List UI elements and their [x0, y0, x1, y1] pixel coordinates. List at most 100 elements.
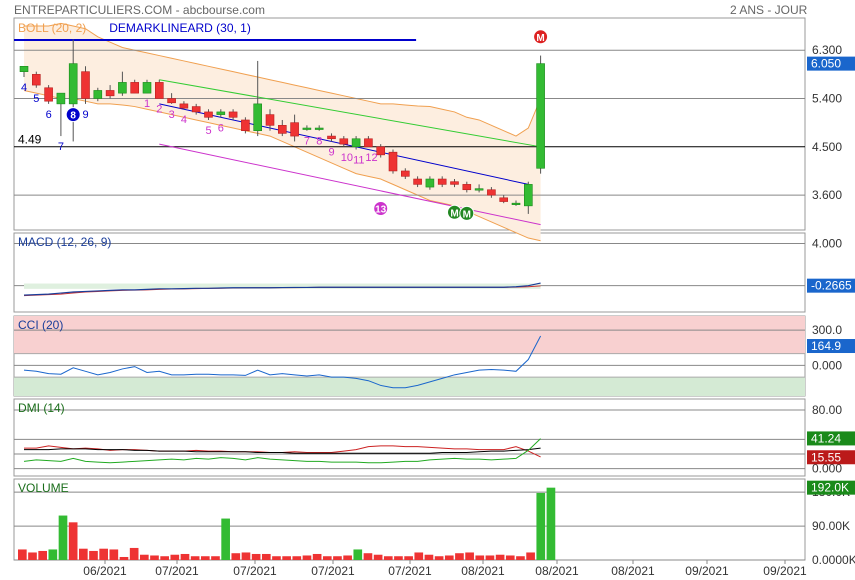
volume-bar [536, 492, 546, 560]
volume-bar [394, 556, 403, 560]
volume-bar [129, 547, 139, 560]
volume-bar [404, 556, 413, 560]
volume-bar [302, 555, 312, 560]
x-axis-label: 08/2021 [535, 564, 579, 578]
demark-count-label: 6 [46, 109, 52, 121]
linear-regression-green [159, 79, 541, 148]
volume-bar [68, 522, 78, 560]
volume-bar [150, 555, 159, 560]
dmi-minus-line [24, 445, 541, 458]
volume-bar [261, 553, 271, 560]
signal-circle-marker [533, 29, 549, 45]
volume-badge [807, 480, 855, 495]
dmi-plus-badge-text: 41.24 [811, 431, 841, 445]
last-price-badge-text: 6.050 [811, 57, 841, 71]
candle-body [474, 188, 484, 191]
volume-bar [282, 556, 291, 560]
signal-circle-marker [65, 107, 81, 123]
demark-count-label: 3 [169, 109, 175, 121]
x-axis-label: 08/2021 [611, 564, 655, 578]
volume-bar [546, 487, 556, 560]
volume-bar [231, 553, 241, 560]
site-title: ENTREPARTICULIERS.COM - abcbourse.com [14, 3, 265, 17]
volume-bar [373, 554, 383, 560]
macd-line [23, 282, 541, 296]
volume-bar [383, 556, 393, 560]
demark-count-label: 7 [58, 141, 64, 153]
candle-body [130, 82, 139, 94]
cci-label: CCI (20) [18, 318, 63, 332]
cci-badge-text: 164.9 [811, 339, 841, 353]
candle-body [364, 138, 373, 148]
volume-tick-label: 0.0000K [812, 553, 855, 567]
demark-count-label: 4 [181, 114, 187, 126]
panel-frame-price [13, 17, 806, 231]
volume-bar [241, 552, 251, 560]
signal-circle-marker [459, 205, 475, 221]
cci-tick-label: 300.0 [812, 323, 842, 337]
price-indicator-label: DEMARK [109, 21, 160, 35]
demark-count-label: 12 [365, 152, 377, 164]
volume-bar [48, 549, 58, 560]
volume-bar [505, 555, 515, 560]
volume-bar [211, 556, 220, 560]
volume-bar [139, 554, 149, 560]
volume-bar [516, 556, 525, 560]
candle-body [425, 178, 435, 188]
candle-body [265, 114, 275, 126]
cci-line [23, 335, 542, 389]
volume-bar [485, 555, 495, 560]
candle-body [68, 63, 78, 105]
volume-bar [251, 553, 261, 560]
candle-body [19, 66, 29, 72]
macd-badge-text: -0.2665 [811, 279, 852, 293]
demark-count-label: 8 [316, 136, 322, 148]
volume-bar [221, 518, 230, 560]
dmi-minus-badge-text: 15.55 [811, 450, 841, 464]
bollinger-upper-line [24, 22, 542, 137]
volume-bar [109, 549, 119, 560]
macd-histogram-band [24, 283, 541, 289]
volume-bar [89, 550, 98, 560]
candle-body [204, 111, 213, 118]
period-label: 2 ANS - JOUR [730, 3, 808, 17]
volume-label: VOLUME [18, 481, 69, 495]
candle-body [290, 122, 299, 137]
volume-bar [455, 553, 464, 560]
volume-badge-text: 192.0K [811, 481, 849, 495]
cci-badge [807, 339, 855, 354]
linear-regression-magenta [159, 143, 541, 226]
signal-circle-text: 8 [70, 111, 76, 122]
panel-frame-dmi [13, 398, 806, 477]
volume-bar [475, 555, 485, 560]
volume-bar [526, 552, 535, 560]
demark-count-label: 9 [329, 146, 335, 158]
volume-bar [200, 556, 210, 560]
demark-count-label: 11 [353, 154, 364, 166]
candle-body [339, 138, 349, 145]
price-indicator-label: LINEARD (30, 1) [161, 21, 251, 35]
volume-tick-label: 90.00K [812, 519, 850, 533]
candle-body [105, 90, 115, 97]
price-tick-label: 3.600 [812, 188, 842, 202]
candle-body [179, 103, 189, 109]
x-axis-label: 06/2021 [83, 564, 127, 578]
dmi-adx-line [24, 447, 541, 454]
candle-body [523, 184, 533, 207]
panel-frame-macd [13, 232, 806, 313]
signal-circle-text: M [463, 209, 471, 220]
volume-bar [58, 515, 68, 560]
dmi-plus-line [23, 438, 541, 464]
volume-bar [38, 550, 47, 560]
demark-count-label: 5 [33, 93, 39, 105]
volume-bar [18, 549, 27, 560]
price-indicator-label: BOLL (20, 2) [18, 21, 86, 35]
candle-body [118, 82, 127, 94]
volume-bar [434, 556, 444, 560]
demark-count-label: 1 [144, 98, 150, 110]
demark-count-label: 5 [206, 125, 212, 137]
price-tick-label: 6.300 [812, 43, 842, 57]
panel-frame-vol [13, 478, 806, 561]
candle-body [388, 151, 398, 172]
volume-bar [343, 555, 352, 560]
